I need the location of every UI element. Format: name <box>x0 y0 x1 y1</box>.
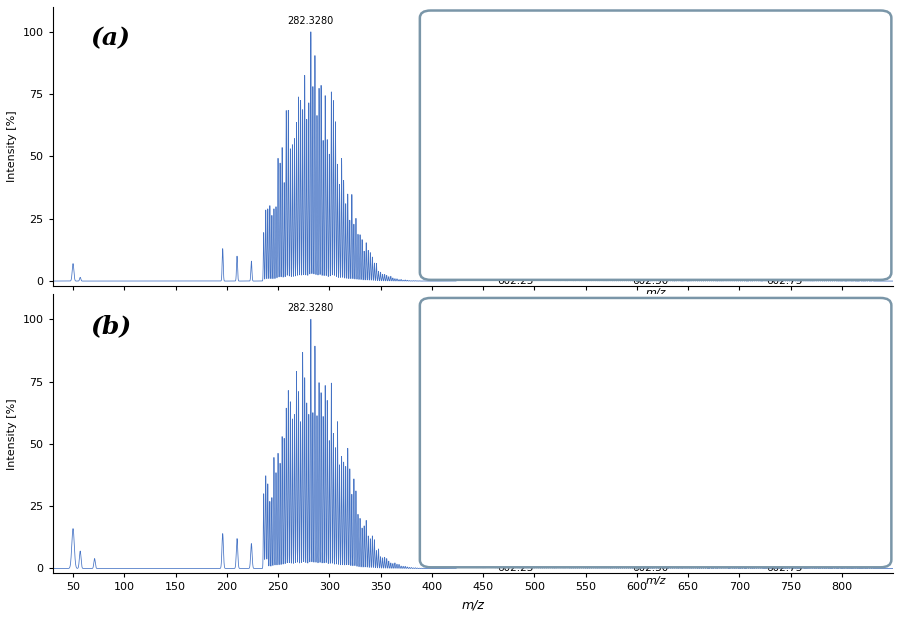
Text: 282.3280: 282.3280 <box>288 303 334 313</box>
Text: 282.3280: 282.3280 <box>288 15 334 25</box>
Y-axis label: Intensity [%]: Intensity [%] <box>7 398 17 470</box>
X-axis label: m/z: m/z <box>462 598 484 611</box>
Y-axis label: Intensity [%]: Intensity [%] <box>7 111 17 182</box>
Text: (b): (b) <box>90 314 131 338</box>
Text: (a): (a) <box>90 27 130 51</box>
